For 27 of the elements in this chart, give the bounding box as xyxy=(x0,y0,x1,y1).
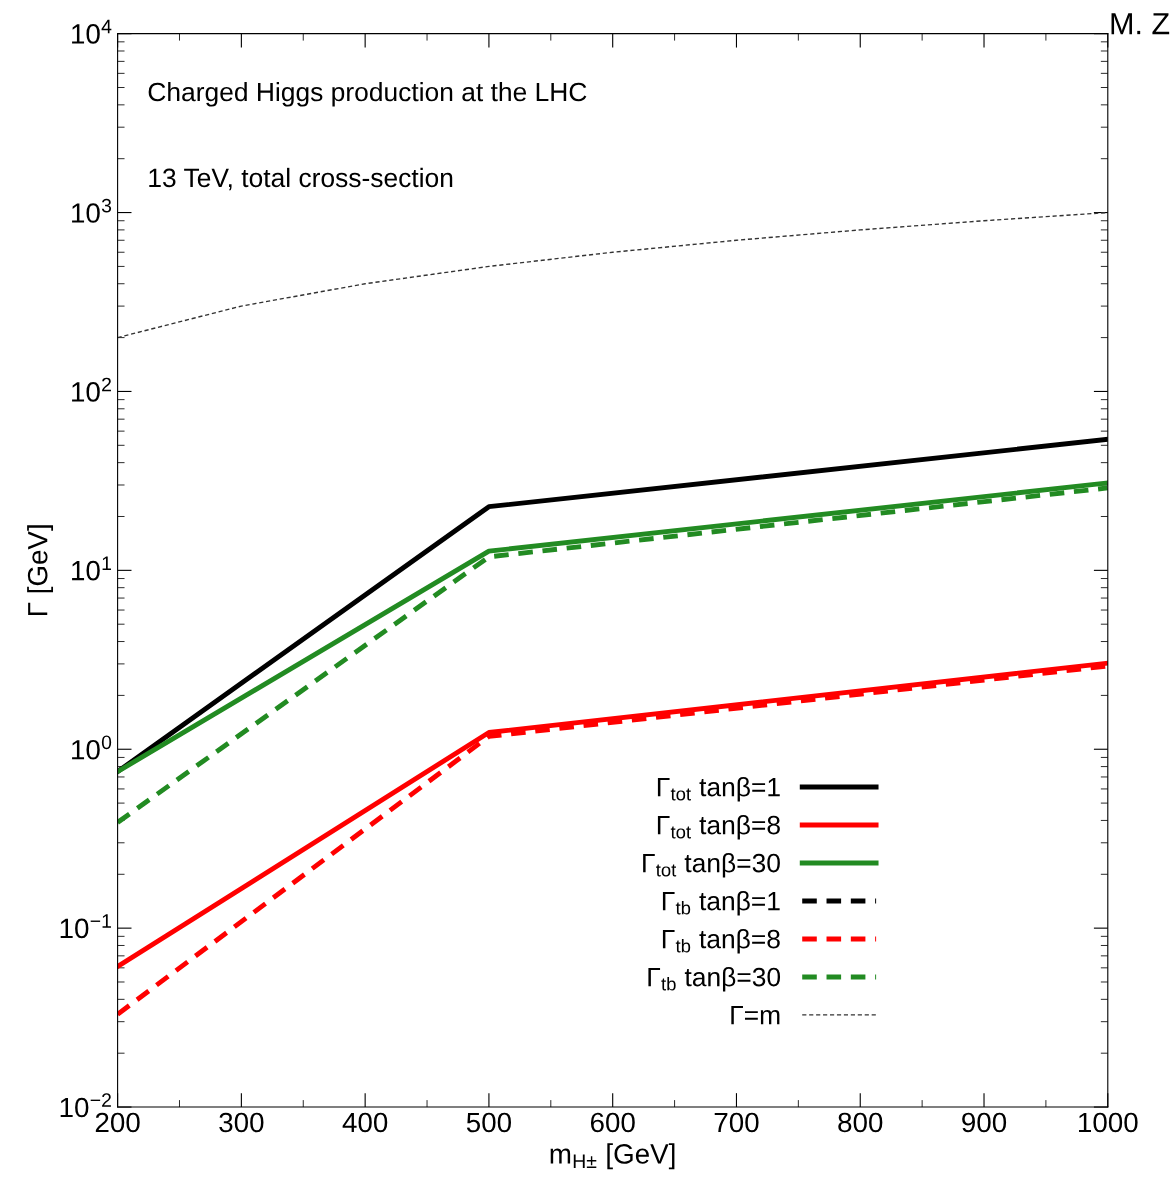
x-tick-label: 900 xyxy=(962,1112,1007,1133)
y-tick-label: 10$^{0}$ xyxy=(72,735,112,760)
x-tick-label: 800 xyxy=(838,1112,883,1133)
line-series xyxy=(117,211,1108,339)
x-tick-label: 1000 xyxy=(1079,1112,1138,1133)
x-tick-label: 500 xyxy=(466,1112,512,1133)
y-tick-label: 10$^{−1}$ xyxy=(60,914,111,939)
legend-label: Γ$_{tot}$ tanβ=30 xyxy=(643,853,780,878)
y-tick-label: 10$^{2}$ xyxy=(72,377,111,402)
x-tick-label: 400 xyxy=(342,1112,388,1133)
legend-label: Γ$_{tb}$ tanβ=8 xyxy=(662,929,780,954)
legend-label: Γ$_{tot}$ tanβ=8 xyxy=(657,815,780,840)
x-tick-label: 600 xyxy=(590,1112,635,1133)
y-tick-label: 10$^{4}$ xyxy=(72,19,112,44)
x-tick-label: 300 xyxy=(219,1112,264,1133)
legend-label: Γ$_{tb}$ tanβ=30 xyxy=(648,967,781,992)
annotation: 13 TeV, total cross-section xyxy=(149,167,453,191)
x-tick-label: 700 xyxy=(714,1112,759,1133)
annotation: Charged Higgs production at the LHC xyxy=(148,81,587,107)
legend-label: Γ=m xyxy=(731,1005,780,1025)
legend-label: Γ$_{tot}$ tanβ=1 xyxy=(657,777,780,802)
y-tick-label: 10$^{3}$ xyxy=(72,198,112,223)
x-axis-title: m$_{H±}$ [GeV] xyxy=(550,1143,675,1170)
text: M. Z xyxy=(1111,13,1170,35)
y-axis-title: Γ [GeV] xyxy=(27,525,54,616)
y-tick-label: 10$^{1}$ xyxy=(72,556,111,581)
legend-label: Γ$_{tb}$ tanβ=1 xyxy=(662,891,780,916)
